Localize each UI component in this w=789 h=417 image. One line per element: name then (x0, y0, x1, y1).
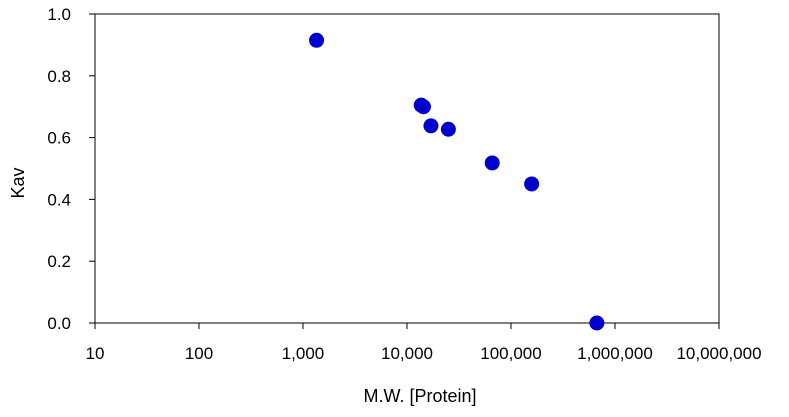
x-tick-label: 100,000 (480, 344, 541, 363)
data-point (309, 32, 325, 48)
y-axis: 0.0 0.2 0.4 0.6 0.8 1.0 (47, 5, 95, 333)
y-tick-label: 0.6 (47, 129, 71, 148)
y-axis-title: Kav (8, 167, 28, 198)
data-point (423, 118, 439, 134)
data-points (309, 32, 605, 331)
x-tick-label: 1,000 (282, 344, 325, 363)
y-tick-label: 0.0 (47, 314, 71, 333)
y-tick-label: 0.8 (47, 67, 71, 86)
data-point (440, 121, 456, 137)
x-tick-label: 10,000,000 (676, 344, 761, 363)
x-tick-label: 10 (86, 344, 105, 363)
plot-area (94, 13, 720, 324)
x-axis-title: M.W. [Protein] (363, 386, 476, 406)
data-point (589, 315, 605, 331)
x-axis: 10 100 1,000 10,000 100,000 1,000,000 10,000,0… (86, 323, 762, 363)
x-tick-label: 10,000 (381, 344, 433, 363)
y-tick-label: 0.2 (47, 252, 71, 271)
y-tick-label: 1.0 (47, 5, 71, 24)
data-point (484, 155, 500, 171)
y-tick-label: 0.4 (47, 190, 71, 209)
x-tick-label: 100 (185, 344, 213, 363)
x-tick-label: 1,000,000 (577, 344, 653, 363)
data-point (415, 99, 431, 115)
data-point (524, 176, 540, 192)
